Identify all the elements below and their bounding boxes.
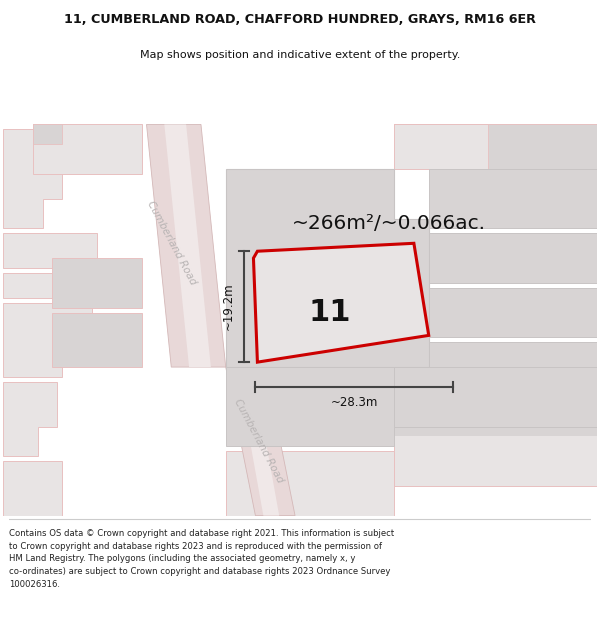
Text: Map shows position and indicative extent of the property.: Map shows position and indicative extent… — [140, 49, 460, 59]
Polygon shape — [226, 367, 394, 446]
Text: Cumberland Road: Cumberland Road — [145, 199, 197, 287]
Polygon shape — [429, 169, 597, 229]
Polygon shape — [3, 129, 62, 229]
Polygon shape — [394, 124, 597, 169]
Text: 11, CUMBERLAND ROAD, CHAFFORD HUNDRED, GRAYS, RM16 6ER: 11, CUMBERLAND ROAD, CHAFFORD HUNDRED, G… — [64, 13, 536, 26]
Polygon shape — [3, 461, 62, 516]
Text: ~19.2m: ~19.2m — [222, 283, 235, 331]
Polygon shape — [226, 451, 394, 516]
Text: ~28.3m: ~28.3m — [331, 396, 378, 409]
Polygon shape — [32, 124, 62, 144]
Polygon shape — [488, 124, 597, 169]
Polygon shape — [146, 124, 226, 367]
Polygon shape — [394, 124, 597, 169]
Polygon shape — [3, 302, 92, 377]
Polygon shape — [429, 288, 597, 338]
Text: ~266m²/~0.066ac.: ~266m²/~0.066ac. — [292, 214, 486, 233]
Polygon shape — [226, 169, 429, 367]
Polygon shape — [394, 431, 597, 486]
Polygon shape — [394, 426, 597, 436]
Polygon shape — [3, 382, 58, 456]
Polygon shape — [164, 124, 211, 367]
Polygon shape — [253, 243, 429, 362]
Polygon shape — [429, 342, 597, 367]
Polygon shape — [236, 367, 279, 516]
Text: 11: 11 — [308, 298, 351, 327]
Polygon shape — [52, 258, 142, 308]
Polygon shape — [429, 233, 597, 283]
Polygon shape — [52, 312, 142, 367]
Polygon shape — [32, 124, 142, 174]
Text: Contains OS data © Crown copyright and database right 2021. This information is : Contains OS data © Crown copyright and d… — [9, 529, 394, 589]
Text: Cumberland Road: Cumberland Road — [232, 398, 285, 485]
Polygon shape — [3, 233, 97, 268]
Polygon shape — [394, 367, 597, 426]
Polygon shape — [226, 367, 295, 516]
Polygon shape — [3, 273, 72, 298]
